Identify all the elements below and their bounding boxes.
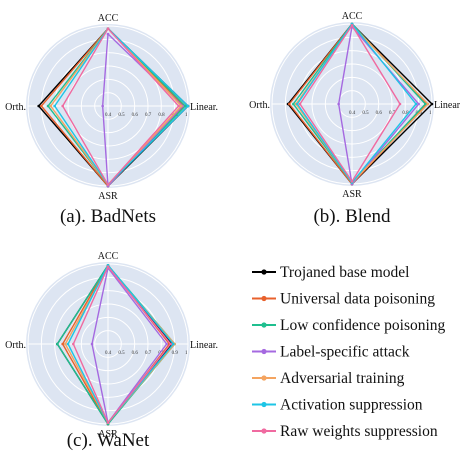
axis-label-linear: Linear. [190, 102, 218, 113]
legend-entry: Raw weights suppression [252, 423, 438, 440]
data-point [56, 342, 59, 346]
legend-label: Low confidence poisoning [280, 317, 446, 334]
legend-label: Trojaned base model [280, 264, 409, 281]
data-point [417, 102, 420, 106]
data-point [337, 102, 340, 106]
legend-label: Universal data poisoning [280, 291, 435, 308]
data-point [350, 180, 354, 183]
data-point [430, 102, 434, 106]
tick-label: 0.8 [402, 111, 409, 116]
axis-label-acc: ACC [342, 11, 363, 22]
tick-label: 0.7 [145, 113, 152, 118]
data-point [72, 342, 75, 346]
data-point [414, 102, 418, 106]
data-point [106, 32, 110, 36]
tick-label: 0.7 [145, 351, 152, 356]
data-point [186, 104, 190, 108]
legend-label: Adversarial training [280, 370, 405, 387]
data-point [169, 342, 172, 346]
data-point [296, 102, 299, 106]
legend-label: Activation suppression [280, 397, 423, 414]
data-point [172, 342, 175, 346]
legend-marker [261, 401, 267, 408]
legend-entry: Adversarial training [252, 370, 405, 387]
data-point [106, 421, 110, 424]
legend-entry: Trojaned base model [252, 264, 409, 281]
data-point [106, 27, 110, 30]
axis-label-asr: ASR [98, 191, 118, 202]
data-point [46, 104, 50, 108]
data-point [165, 342, 168, 346]
data-point [292, 102, 295, 106]
data-point [61, 104, 64, 108]
tick-label: 0.7 [389, 111, 396, 116]
data-point [90, 342, 94, 346]
legend-marker [261, 348, 267, 355]
radar-panel-1: 0.4 0.5 0.6 0.7 0.8 0.9 1ACCLinear.ASROrth.(a)… [5, 13, 218, 227]
legend-marker [261, 295, 267, 302]
data-point [350, 24, 354, 27]
data-point [106, 183, 110, 186]
tick-label: 0.8 [158, 113, 165, 118]
data-point [49, 104, 52, 108]
legend-entry: Label-specific attack [252, 344, 410, 361]
tick-label: 0.5 [362, 111, 369, 116]
panel-caption: (a). BadNets [60, 206, 156, 227]
axis-label-acc: ACC [98, 13, 119, 24]
legend-entry: Activation suppression [252, 397, 423, 414]
data-point [298, 102, 302, 106]
tick-label: 0.4 [105, 351, 112, 356]
legend-marker [261, 269, 267, 275]
data-point [288, 102, 291, 106]
tick-label: 0.5 [118, 113, 125, 118]
data-point [61, 342, 64, 346]
legend-entry: Low confidence poisoning [252, 317, 446, 334]
legend-label: Label-specific attack [280, 344, 410, 361]
data-point [424, 102, 427, 106]
axis-label-linear: Linear. [190, 340, 218, 351]
data-point [398, 102, 402, 106]
radar-panels: 0.4 0.5 0.6 0.7 0.8 0.9 1 ACC Linear. ASR Orth. (a)… [5, 11, 461, 451]
legend: Trojaned base model Universal data poison… [252, 264, 446, 440]
panel-caption: (c). WaNet [67, 430, 150, 451]
data-point [66, 342, 70, 346]
tick-label: 0.4 [349, 111, 356, 116]
data-point [426, 102, 430, 106]
tick-label: 1 [429, 111, 432, 116]
axis-label-asr: ASR [98, 429, 118, 440]
legend-marker [261, 375, 267, 381]
axis-label-asr: ASR [342, 189, 362, 200]
radar-panel-3: 0.4 0.5 0.6 0.7 0.8 0.9 1ACCLinear.ASROrth.(c)… [5, 251, 218, 451]
axis-label-linear: Linear [434, 100, 461, 111]
data-point [101, 104, 104, 108]
tick-label: 1 [185, 113, 188, 118]
legend-entry: Universal data poisoning [252, 291, 435, 308]
axis-label-acc: ACC [98, 251, 119, 262]
tick-label: 0.6 [132, 351, 139, 356]
data-point [40, 104, 43, 108]
legend-marker [261, 322, 267, 328]
data-point [106, 265, 110, 268]
data-point [53, 104, 56, 108]
radar-panel-2: 0.4 0.5 0.6 0.7 0.8 0.9 1ACCLinearASROrth.(b).… [249, 11, 461, 227]
axis-label-orth: Orth. [5, 102, 26, 113]
axis-label-orth: Orth. [5, 340, 26, 351]
legend-label: Raw weights suppression [280, 423, 438, 440]
legend-marker [261, 428, 267, 434]
tick-label: 0.6 [376, 111, 383, 116]
tick-label: 0.5 [118, 351, 125, 356]
axis-label-orth: Orth. [249, 100, 270, 111]
panel-caption: (b). Blend [313, 206, 391, 227]
data-point [177, 104, 180, 108]
data-point [37, 104, 40, 108]
tick-label: 0.6 [132, 113, 139, 118]
data-point [184, 104, 187, 108]
data-point [64, 342, 67, 346]
tick-label: 0.4 [105, 113, 112, 118]
tick-label: 0.9 [172, 351, 179, 356]
tick-label: 1 [185, 351, 188, 356]
data-point [180, 104, 183, 108]
